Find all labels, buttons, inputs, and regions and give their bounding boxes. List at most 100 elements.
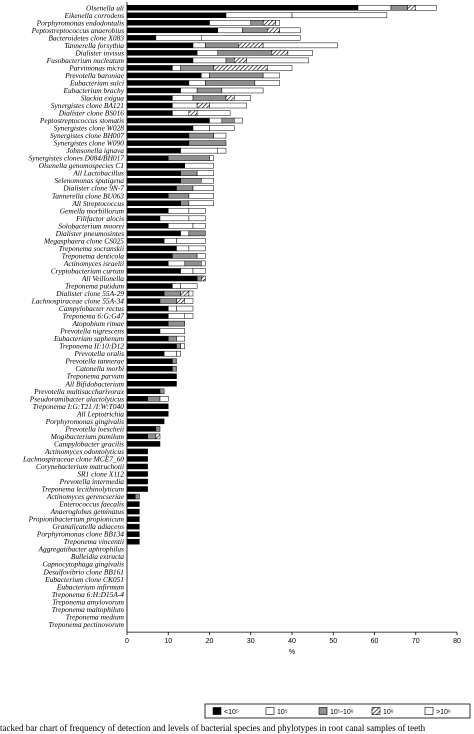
bar-segment-porphyromonas-endodontalis-3 bbox=[262, 20, 276, 26]
category-label-solobacterium-moorei: Solobacterium moorei bbox=[58, 221, 124, 230]
legend-swatch-4 bbox=[424, 707, 434, 715]
bar-segment-tannerella-clone-bu063-2 bbox=[168, 193, 190, 199]
category-label-prevotella-oralis: Prevotella oralis bbox=[73, 349, 124, 358]
bar-segment-prevotella-loescheii-2 bbox=[155, 426, 161, 432]
bar-segment-tannerella-forsythia-0 bbox=[126, 42, 194, 49]
category-label-actinomyces-odontolyticus: Actinomyces odontolyticus bbox=[44, 447, 124, 456]
bar-segment-pseudoramibacter-alactolyticus-2 bbox=[147, 396, 161, 402]
bar-segment-campylobacter-gracilis-0 bbox=[126, 441, 161, 447]
category-label-bacteroidetes-clone-x083: Bacteroidetes clone X083 bbox=[48, 33, 124, 42]
bar-segment-porphyromonas-endodontalis-1 bbox=[209, 20, 251, 26]
bar-segment-campylobacter-rectus-1 bbox=[168, 305, 177, 312]
category-label-treponema-putidum: Treponema putidum bbox=[65, 282, 125, 291]
bar-segment-lachnospiraceae-clone-55a-34-0 bbox=[126, 298, 161, 304]
category-label-enterococcus-faecalis: Enterococcus faecalis bbox=[58, 500, 124, 509]
bar-segment-porphyromonas-endodontalis-2 bbox=[250, 20, 264, 26]
bar-segment-prevotella-baroniae-0 bbox=[126, 72, 202, 79]
bar-segment-fusobacterium-nucleatum-3 bbox=[234, 57, 247, 64]
category-label-synergistes-clone-bh007: Synergistes clone BH007 bbox=[50, 131, 124, 140]
bar-segment-peptostreptococcus-stomatis-4 bbox=[234, 117, 243, 124]
bar-segment-olsenella-uli-1 bbox=[357, 5, 392, 11]
bar-segment-treponema-putidum-1 bbox=[172, 283, 181, 289]
bar-segment-peptostreptococcus-anaerobius-3 bbox=[267, 27, 280, 34]
bar-segment-dialister-clone-bs016-3 bbox=[188, 110, 198, 116]
bar-segment-prevotella-baroniae-2 bbox=[209, 72, 264, 79]
bar-segment-actinomyces-odontolyticus-0 bbox=[126, 448, 148, 455]
bar-segment-eubacterium-brachy-0 bbox=[126, 87, 181, 94]
bar-segment-synergistes-clone-w028-1 bbox=[192, 125, 210, 131]
category-label-dialister-clone-bs016: Dialister clone BS016 bbox=[58, 109, 125, 118]
bar-segment-actinomyces-israelii-4 bbox=[201, 260, 206, 267]
bar-segment-pseudoramibacter-alactolyticus-4 bbox=[159, 396, 169, 402]
category-label-fusobacterium-nucleatum: Fusobacterium nucleatum bbox=[46, 56, 125, 65]
category-label-synergistes-clone-w028: Synergistes clone W028 bbox=[54, 124, 125, 133]
bar-segment-propionibacterium-propionicum-0 bbox=[126, 516, 140, 522]
category-label-megasphaera-clone-cs025: Megasphaera clone CS025 bbox=[43, 236, 124, 245]
category-label-tannerella-clone-bu063: Tannerella clone BU063 bbox=[52, 191, 124, 200]
bar-segment-peptostreptococcus-anaerobius-0 bbox=[126, 27, 218, 34]
category-label-selenomonas-sputigena: Selenomonas sputigena bbox=[54, 176, 124, 185]
category-label-eikenella-corrodens: Eikenella corrodens bbox=[64, 11, 125, 20]
bar-segment-solobacterium-moorei-1 bbox=[168, 223, 194, 229]
bar-segment-dialister-clone-55a-29-0 bbox=[126, 290, 165, 297]
category-label-prevotella-baroniae: Prevotella baroniae bbox=[64, 71, 124, 80]
bar-segment-porphyromonas-gingivalis-0 bbox=[126, 418, 165, 425]
category-label-treponema-vincentii: Treponema vincentii bbox=[64, 537, 124, 546]
bar-segment-prevotella-tannerae-2 bbox=[172, 358, 177, 364]
bar-segment-olsenella-uli-0 bbox=[126, 5, 359, 11]
category-label-dialister-invisus: Dialister invisus bbox=[74, 48, 124, 57]
bar-segment-treponema-denticola-4 bbox=[196, 253, 206, 259]
legend-swatch-2 bbox=[318, 707, 328, 715]
bar-segment-synergistes-clone-ba121-3 bbox=[196, 102, 210, 109]
bar-segment-dialister-pneumosintes-2 bbox=[188, 230, 206, 237]
bar-segment-all-lactobacillus-0 bbox=[126, 170, 181, 176]
bar-segment-slackia-exigua-2 bbox=[192, 95, 227, 101]
bar-segment-eubacterium-brachy-4 bbox=[221, 87, 264, 94]
x-tick-label-10: 10 bbox=[164, 638, 172, 645]
category-label-corynebacterium-matruchotii: Corynebacterium matruchotii bbox=[36, 462, 124, 471]
bar-segment-synergistes-clone-bh007-0 bbox=[126, 132, 190, 139]
bar-segment-prevotella-baroniae-4 bbox=[262, 72, 280, 79]
bar-segment-treponema-ii-10-d12-2 bbox=[176, 343, 181, 349]
bar-segment-eubacterium-sulci-1 bbox=[188, 80, 206, 86]
bar-segment-peptostreptococcus-anaerobius-4 bbox=[279, 27, 301, 34]
bar-segment-peptostreptococcus-anaerobius-1 bbox=[217, 27, 243, 34]
bar-segment-synergistes-clone-w028-0 bbox=[126, 125, 194, 131]
bar-segment-lachnospiraceae-clone-mce7-60-0 bbox=[126, 456, 148, 462]
bar-segment-treponema-socranskii-1 bbox=[176, 245, 190, 252]
bar-segment-prevotella-oralis-1 bbox=[163, 350, 177, 357]
bar-segment-prevotella-oralis-4 bbox=[176, 350, 181, 357]
bar-segment-all-veillonella-0 bbox=[126, 275, 198, 282]
bar-segment-actinomyces-gerencseriae-2 bbox=[135, 493, 140, 500]
bar-segment-olsenella-uli-2 bbox=[390, 5, 408, 11]
bar-segment-corynebacterium-matruchotii-0 bbox=[126, 463, 148, 470]
bar-segment-tannerella-clone-bu063-4 bbox=[188, 193, 214, 199]
bar-segment-lachnospiraceae-clone-55a-34-3 bbox=[176, 298, 185, 304]
bar-segment-parvimonas-micra-1 bbox=[172, 65, 181, 71]
bar-segment-johnsonella-ignava-1 bbox=[180, 147, 218, 154]
bar-segment-campylobacter-rectus-0 bbox=[126, 305, 169, 312]
category-label-parvimonas-micra: Parvimonas micra bbox=[68, 63, 124, 72]
category-label-dialister-clone-55a-29: Dialister clone 55A-29 bbox=[55, 289, 124, 298]
bar-segment-porphyromonas-endodontalis-4 bbox=[275, 20, 280, 26]
x-tick-label-40: 40 bbox=[288, 638, 296, 645]
bar-segment-cryptobacterium-curtum-1 bbox=[180, 268, 194, 274]
category-label-eubacterium-sulci: Eubacterium sulci bbox=[69, 78, 124, 87]
bar-segment-olsenella-uli-3 bbox=[407, 5, 416, 11]
x-tick-label-0: 0 bbox=[125, 638, 129, 645]
bar-segment-olsenella-uli-4 bbox=[415, 5, 437, 11]
bar-segment-treponema-denticola-0 bbox=[126, 253, 173, 259]
bar-segment-tannerella-forsythia-3 bbox=[238, 42, 264, 49]
bar-segment-eikenella-corrodens-0 bbox=[126, 12, 227, 19]
bar-segment-slackia-exigua-4 bbox=[234, 95, 251, 101]
bar-segment-prevotella-baroniae-1 bbox=[201, 72, 210, 79]
bar-segment-eubacterium-saphenum-4 bbox=[176, 335, 185, 342]
x-axis-label: % bbox=[289, 649, 295, 656]
bar-segment-eubacterium-sulci-4 bbox=[254, 80, 280, 86]
bar-segment-synergistes-clone-w090-0 bbox=[126, 140, 190, 146]
bar-segment-mogibacterium-pumilum-0 bbox=[126, 433, 148, 440]
bar-segment-gemella-morbillorum-4 bbox=[188, 208, 206, 214]
bar-segment-selenomonas-sputigena-0 bbox=[126, 177, 181, 184]
bar-segment-enterococcus-faecalis-0 bbox=[126, 501, 140, 507]
